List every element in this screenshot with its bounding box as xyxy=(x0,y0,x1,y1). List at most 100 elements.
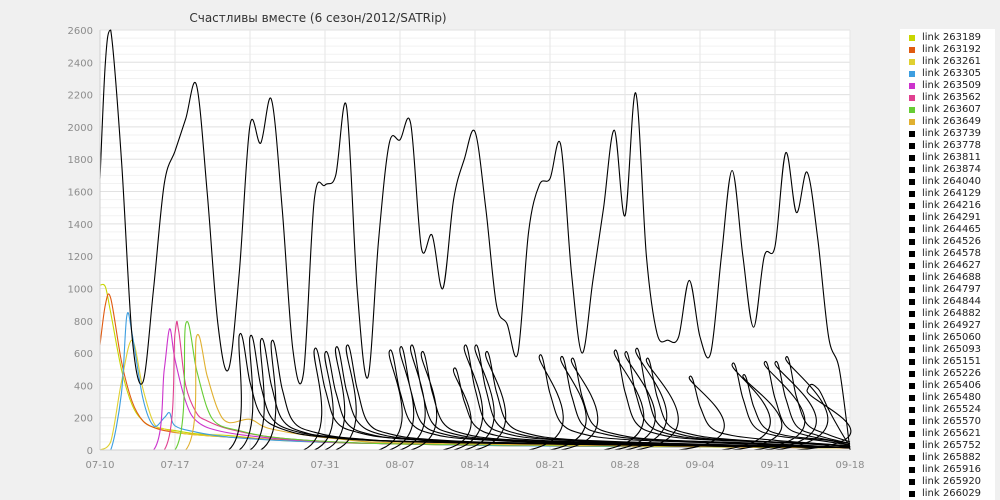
legend-swatch xyxy=(909,431,915,437)
legend-item[interactable]: link 265093 xyxy=(900,344,995,356)
legend-label: link 264040 xyxy=(922,176,982,187)
legend-label: link 265226 xyxy=(922,368,982,379)
legend-swatch xyxy=(909,143,915,149)
legend-item[interactable]: link 265406 xyxy=(900,380,995,392)
legend-item[interactable]: link 263649 xyxy=(900,116,995,128)
legend-swatch xyxy=(909,227,915,233)
x-tick-label: 08-21 xyxy=(535,460,564,471)
legend-label: link 263811 xyxy=(922,152,982,163)
legend-swatch xyxy=(909,491,915,497)
legend-item[interactable]: link 265060 xyxy=(900,332,995,344)
legend-item[interactable]: link 264927 xyxy=(900,320,995,332)
legend-item[interactable]: link 263562 xyxy=(900,92,995,104)
legend-swatch xyxy=(909,383,915,389)
y-tick-label: 400 xyxy=(74,381,93,392)
legend-item[interactable]: link 265621 xyxy=(900,428,995,440)
legend-swatch xyxy=(909,59,915,65)
legend-swatch xyxy=(909,455,915,461)
legend-swatch xyxy=(909,479,915,485)
legend-item[interactable]: link 264291 xyxy=(900,212,995,224)
legend-swatch xyxy=(909,275,915,281)
legend-label: link 264844 xyxy=(922,296,982,307)
legend-item[interactable]: link 264844 xyxy=(900,296,995,308)
legend-swatch xyxy=(909,443,915,449)
legend-item[interactable]: link 264129 xyxy=(900,188,995,200)
legend-item[interactable]: link 264627 xyxy=(900,260,995,272)
legend-swatch xyxy=(909,371,915,377)
y-tick-label: 1200 xyxy=(68,252,93,263)
legend-item[interactable]: link 263874 xyxy=(900,164,995,176)
legend-swatch xyxy=(909,251,915,257)
legend-label: link 264526 xyxy=(922,236,982,247)
legend-swatch xyxy=(909,299,915,305)
legend-swatch xyxy=(909,215,915,221)
legend-swatch xyxy=(909,119,915,125)
series-line xyxy=(99,334,851,451)
legend-item[interactable]: link 265920 xyxy=(900,476,995,488)
legend-swatch xyxy=(909,71,915,77)
legend-label: link 265480 xyxy=(922,392,982,403)
legend-item[interactable]: link 265916 xyxy=(900,464,995,476)
x-tick-label: 08-07 xyxy=(385,460,414,471)
legend-item[interactable]: link 263261 xyxy=(900,56,995,68)
y-tick-label: 1800 xyxy=(68,155,93,166)
legend-item[interactable]: link 264578 xyxy=(900,248,995,260)
x-tick-label: 08-14 xyxy=(460,460,489,471)
legend-item[interactable]: link 265882 xyxy=(900,452,995,464)
legend-item[interactable]: link 265151 xyxy=(900,356,995,368)
legend-item[interactable]: link 264688 xyxy=(900,272,995,284)
legend-label: link 265524 xyxy=(922,404,982,415)
y-tick-label: 1600 xyxy=(68,188,93,199)
legend-item[interactable]: link 263739 xyxy=(900,128,995,140)
legend-swatch xyxy=(909,35,915,41)
legend-label: link 263778 xyxy=(922,140,982,151)
legend-swatch xyxy=(909,95,915,101)
legend-item[interactable]: link 263189 xyxy=(900,32,995,44)
legend-label: link 264216 xyxy=(922,200,982,211)
legend-swatch xyxy=(909,131,915,137)
legend-item[interactable]: link 264216 xyxy=(900,200,995,212)
legend-item[interactable]: link 265752 xyxy=(900,440,995,452)
legend-item[interactable]: link 264040 xyxy=(900,176,995,188)
y-tick-label: 1000 xyxy=(68,284,93,295)
legend-item[interactable]: link 263607 xyxy=(900,104,995,116)
legend-label: link 263509 xyxy=(922,80,982,91)
legend-swatch xyxy=(909,47,915,53)
legend-item[interactable]: link 265226 xyxy=(900,368,995,380)
legend-item[interactable]: link 265524 xyxy=(900,404,995,416)
legend-swatch xyxy=(909,323,915,329)
legend-swatch xyxy=(909,419,915,425)
legend-swatch xyxy=(909,407,915,413)
y-tick-label: 800 xyxy=(74,317,93,328)
legend-swatch xyxy=(909,167,915,173)
legend-item[interactable]: link 266029 xyxy=(900,488,995,500)
legend-item[interactable]: link 265570 xyxy=(900,416,995,428)
legend-label: link 263562 xyxy=(922,92,982,103)
legend-label: link 264882 xyxy=(922,308,982,319)
legend-swatch xyxy=(909,335,915,341)
legend-label: link 263305 xyxy=(922,68,982,79)
legend-item[interactable]: link 265480 xyxy=(900,392,995,404)
y-tick-label: 1400 xyxy=(68,220,93,231)
x-tick-label: 07-24 xyxy=(235,460,264,471)
legend-label: link 263261 xyxy=(922,56,982,67)
legend-item[interactable]: link 264465 xyxy=(900,224,995,236)
axis-layer: 0 200 400 600 800 1000 1200 1400 1600 1800 2000 220… xyxy=(68,26,865,471)
legend-swatch xyxy=(909,395,915,401)
legend-label: link 263192 xyxy=(922,44,982,55)
legend-item[interactable]: link 263509 xyxy=(900,80,995,92)
legend-label: link 264627 xyxy=(922,260,982,271)
legend-item[interactable]: link 264882 xyxy=(900,308,995,320)
legend-label: link 264465 xyxy=(922,224,982,235)
legend-swatch xyxy=(909,263,915,269)
legend-item[interactable]: link 263778 xyxy=(900,140,995,152)
legend-item[interactable]: link 263305 xyxy=(900,68,995,80)
x-tick-label: 09-18 xyxy=(835,460,864,471)
legend-item[interactable]: link 264797 xyxy=(900,284,995,296)
legend-item[interactable]: link 264526 xyxy=(900,236,995,248)
legend-item[interactable]: link 263811 xyxy=(900,152,995,164)
legend-swatch xyxy=(909,191,915,197)
legend-item[interactable]: link 263192 xyxy=(900,44,995,56)
y-tick-label: 2600 xyxy=(68,26,93,37)
legend-label: link 263739 xyxy=(922,128,982,139)
